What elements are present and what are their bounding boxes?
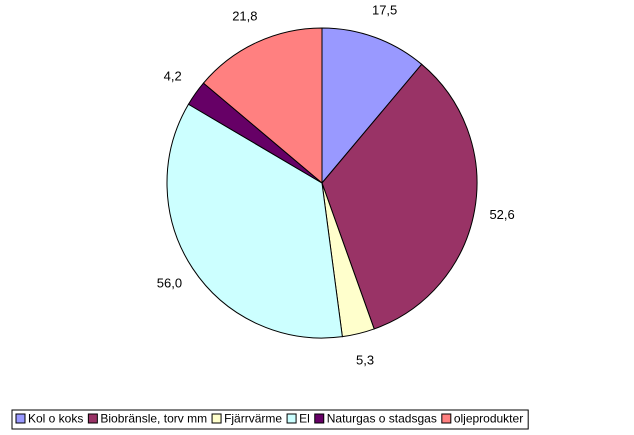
legend-swatch	[211, 413, 222, 424]
legend-swatch	[314, 413, 325, 424]
pie-slice	[202, 27, 323, 185]
legend-label: Biobränsle, torv mm	[100, 412, 207, 426]
data-label: 21,8	[232, 8, 257, 23]
legend-label: Naturgas o stadsgas	[327, 412, 437, 426]
legend-label: El	[299, 412, 310, 426]
pie-slice	[321, 63, 478, 330]
pie-slice	[321, 27, 423, 185]
legend-label: Kol o koks	[28, 412, 83, 426]
pie-slice	[166, 103, 343, 339]
data-label: 52,6	[489, 207, 514, 222]
legend-swatch	[441, 413, 452, 424]
legend-label: Fjärrvärme	[224, 412, 282, 426]
data-label: 5,3	[356, 352, 374, 367]
legend-swatch	[87, 413, 98, 424]
legend-swatch	[15, 413, 26, 424]
legend-swatch	[286, 413, 297, 424]
legend: Kol o koks Biobränsle, torv mm Fjärrvärme E…	[11, 409, 529, 430]
data-label: 56,0	[157, 275, 182, 290]
legend-box	[11, 409, 529, 430]
data-label: 17,5	[372, 2, 397, 17]
legend-label: oljeprodukter	[454, 412, 523, 426]
data-label: 4,2	[164, 69, 182, 84]
